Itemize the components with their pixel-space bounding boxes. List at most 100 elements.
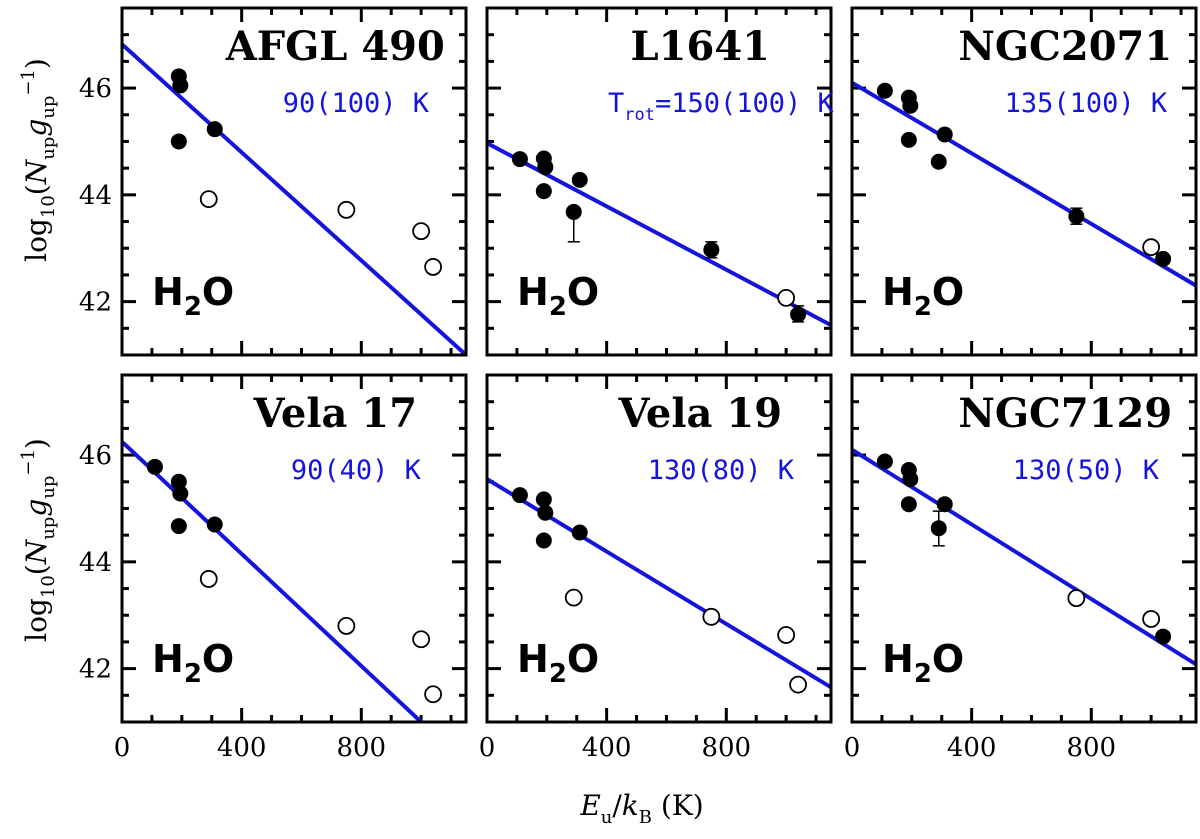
detected-point [537,504,554,521]
detected-point [511,487,528,504]
y-tick-label: 44 [79,181,112,211]
detected-point [900,496,917,513]
detected-point [876,82,893,99]
panel-5: Vela 19 130(80) K H2O 0 400 800 [479,373,833,763]
fit-line [122,440,423,722]
upper-limit-point [199,190,218,209]
detected-point [936,496,953,513]
detected-point [876,453,893,470]
upper-limit-point [789,675,807,694]
detected-point [146,458,163,475]
detected-point [172,485,189,502]
upper-limit-point [777,288,796,307]
detected-point [170,133,187,150]
upper-limit-point [1142,610,1161,628]
species-label: H2O [882,637,964,689]
panel-title: Vela 19 [618,390,783,437]
detected-point [790,306,807,323]
fit-line [122,42,466,355]
panel-frame [120,373,468,724]
upper-limit-point [564,588,583,607]
upper-limit-point [702,607,721,626]
temperature-label: 90(100) K [283,88,430,119]
panel-3: NGC2071 135(100) K H2O [850,6,1198,357]
panel-frame [120,6,468,357]
panel-6: NGC7129 130(50) K H2O 0 400 800 [844,373,1198,763]
panel-frame [485,373,833,724]
panel-1: AFGL 490 90(100) K H2O 42 44 46 [79,6,468,357]
x-tick-label: 800 [1066,733,1116,763]
panel-title: NGC2071 [958,23,1172,70]
detected-point [900,131,917,148]
species-label: H2O [517,637,599,689]
panel-title: NGC7129 [958,390,1172,437]
y-tick-label: 42 [79,655,112,685]
species-label: H2O [882,270,964,322]
detected-point [535,183,552,200]
upper-limit-point [337,617,356,635]
fit-line [852,81,1196,288]
detected-point [571,171,588,188]
detected-point [170,473,187,490]
y-tick-label: 44 [79,548,112,578]
upper-limit-point [199,570,218,588]
temperature-label: 130(50) K [1013,455,1160,486]
detected-point [1155,628,1172,645]
upper-limit-point [412,630,431,649]
x-tick-label: 0 [844,733,861,763]
detected-point [571,524,588,541]
species-label: H2O [152,270,234,322]
panel-title: L1641 [631,23,770,70]
temperature-value: =150(100) K [655,88,835,119]
upper-limit-point [424,685,442,704]
upper-limit-point [337,200,356,219]
detected-point [930,153,947,170]
detected-point [170,518,187,535]
detected-point [206,121,223,138]
x-tick-label: 800 [336,733,386,763]
detected-point [1155,250,1172,267]
detected-point [930,520,947,537]
upper-limit-point [1067,589,1086,608]
panel-frame [485,6,833,357]
panel-frame [850,373,1198,724]
panel-4: Vela 17 90(40) K H2O 42 44 46 0 400 800 [79,373,468,763]
detected-point [902,97,919,114]
temperature-label: 130(80) K [648,455,795,486]
x-tick-label: 400 [947,733,997,763]
panel-title: Vela 17 [253,390,418,437]
detected-point [535,532,552,549]
detected-point [1068,208,1085,225]
y-axis-label-top: log10(Nupgup−1) [18,58,59,262]
y-tick-label: 42 [79,288,112,318]
panel-title: AFGL 490 [225,23,445,70]
species-label: H2O [152,637,234,689]
upper-limit-point [412,222,431,241]
detected-point [511,151,528,168]
y-tick-label: 46 [79,441,112,471]
x-tick-label: 0 [479,733,496,763]
y-axis-label-bottom: log10(Nupgup−1) [18,438,59,642]
detected-point [172,77,189,94]
temperature-prefix: T [608,88,624,119]
detected-point [565,203,582,220]
detected-point [535,491,552,508]
species-label: H2O [517,270,599,322]
detected-point [206,516,223,533]
y-tick-label: 46 [79,74,112,104]
temperature-label: Trot=150(100) K [608,88,835,125]
x-tick-label: 800 [701,733,751,763]
x-axis-label: Eu/kB (K) [579,789,703,828]
detected-point [537,159,554,176]
x-tick-label: 0 [114,733,131,763]
detected-point [936,126,953,143]
upper-limit-point [424,258,442,276]
temperature-label: 90(40) K [291,455,422,486]
detected-point [902,471,919,488]
temperature-subscript: rot [624,105,655,125]
panel-frame [850,6,1198,357]
x-tick-label: 400 [582,733,632,763]
